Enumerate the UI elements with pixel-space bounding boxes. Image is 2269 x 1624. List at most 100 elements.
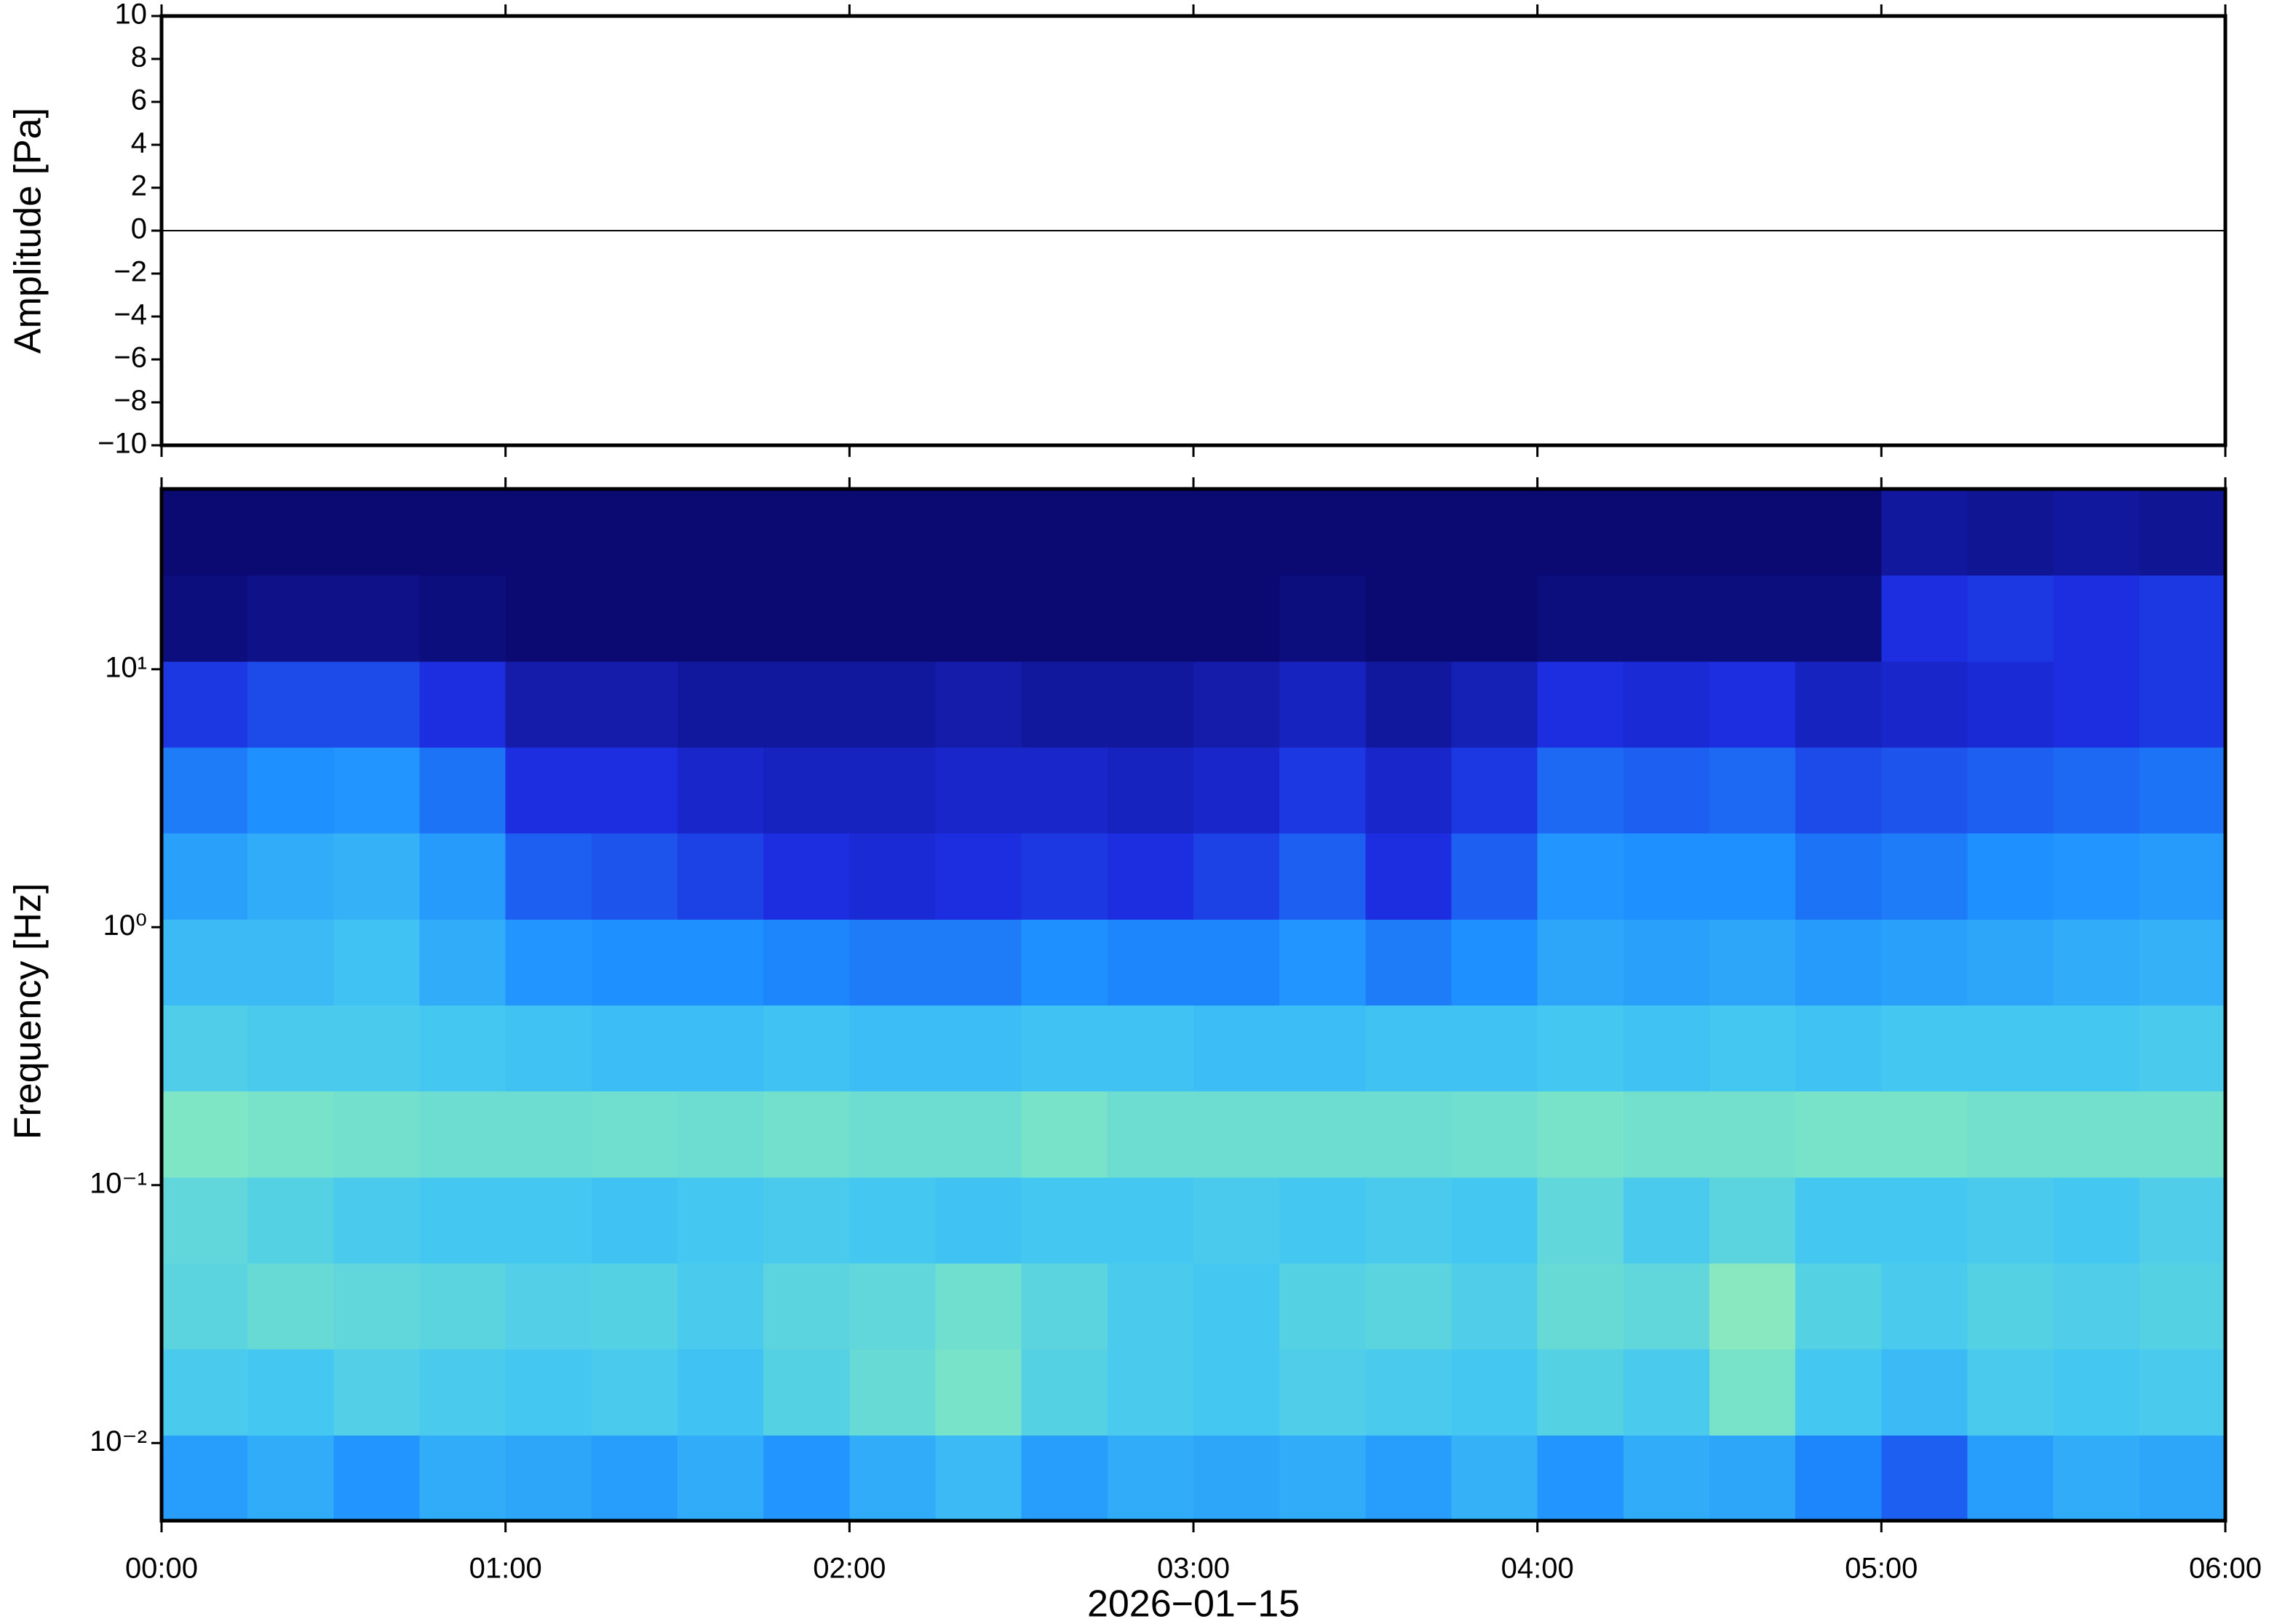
heatmap-cell	[763, 832, 850, 920]
heatmap-cell	[1279, 1005, 1366, 1091]
heatmap-cell	[247, 1348, 334, 1436]
heatmap-cell	[1279, 1348, 1366, 1436]
heatmap-cell	[849, 1091, 936, 1178]
heatmap-cell	[763, 1005, 850, 1091]
heatmap-cell	[1709, 832, 1796, 920]
heatmap-cell	[1107, 919, 1194, 1006]
heatmap-cell	[1365, 1435, 1452, 1521]
heatmap-cell	[1193, 1263, 1280, 1350]
heatmap-cell	[591, 1263, 678, 1350]
heatmap-cell	[1623, 1091, 1710, 1178]
heatmap-cell	[505, 832, 592, 920]
heatmap-cell	[1709, 661, 1796, 748]
heatmap-cell	[591, 1005, 678, 1091]
heatmap-cell	[1623, 1005, 1710, 1091]
heatmap-cell	[1451, 747, 1538, 834]
heatmap-cell	[1365, 1348, 1452, 1436]
y-tick-label: −8	[114, 385, 147, 417]
heatmap-cell	[505, 1177, 592, 1264]
heatmap-cell	[849, 1177, 936, 1264]
heatmap-cell	[677, 919, 764, 1006]
heatmap-cell	[935, 1263, 1022, 1350]
heatmap-cell	[419, 1435, 506, 1521]
heatmap-cell	[2139, 1005, 2226, 1091]
heatmap-cell	[1279, 1435, 1366, 1521]
heatmap-cell	[849, 832, 936, 920]
heatmap-cell	[1967, 747, 2054, 834]
heatmap-cell	[247, 832, 334, 920]
heatmap-cell	[1279, 1177, 1366, 1264]
heatmap-cell	[1967, 919, 2054, 1006]
heatmap-cell	[1881, 661, 1968, 748]
heatmap-cell	[1107, 1348, 1194, 1436]
heatmap-cell	[2139, 1435, 2226, 1521]
heatmap-cell	[1537, 747, 1624, 834]
heatmap-cell	[849, 661, 936, 748]
heatmap-cell	[1795, 1348, 1882, 1436]
heatmap-cell	[1021, 575, 1108, 662]
heatmap-cell	[849, 1263, 936, 1350]
heatmap-cell	[1365, 832, 1452, 920]
heatmap-cell	[1279, 575, 1366, 662]
heatmap-cell	[1107, 575, 1194, 662]
heatmap-cell	[1709, 1091, 1796, 1178]
heatmap-cell	[935, 747, 1022, 834]
heatmap-cell	[1537, 1091, 1624, 1178]
heatmap-cell	[677, 1177, 764, 1264]
heatmap-cell	[1193, 919, 1280, 1006]
x-tick-label: 01:00	[469, 1553, 542, 1585]
heatmap-cell	[2139, 919, 2226, 1006]
heatmap-cell	[591, 747, 678, 834]
heatmap-cell	[1537, 832, 1624, 920]
heatmap-cell	[1881, 575, 1968, 662]
heatmap-cell	[419, 832, 506, 920]
heatmap-cell	[849, 1005, 936, 1091]
plot-frame	[159, 487, 2228, 1523]
heatmap-cell	[419, 1091, 506, 1178]
heatmap-cell	[1881, 747, 1968, 834]
heatmap-cell	[591, 919, 678, 1006]
heatmap-cell	[247, 1177, 334, 1264]
heatmap-cell	[1881, 832, 1968, 920]
heatmap-cell	[1107, 1005, 1194, 1091]
heatmap-cell	[935, 575, 1022, 662]
heatmap-cell	[849, 747, 936, 834]
heatmap-cell	[505, 661, 592, 748]
heatmap-cell	[247, 575, 334, 662]
heatmap-cell	[1107, 832, 1194, 920]
heatmap-cell	[1623, 747, 1710, 834]
heatmap-cell	[2053, 575, 2140, 662]
heatmap-cell	[1709, 1177, 1796, 1264]
heatmap-cell	[419, 1177, 506, 1264]
heatmap-cell	[162, 1005, 248, 1091]
x-axis-label: 2026−01−15	[1087, 1583, 1300, 1624]
heatmap-cell	[247, 1091, 334, 1178]
heatmap-cell	[1451, 1005, 1538, 1091]
heatmap-cell	[1881, 489, 1968, 576]
heatmap-cell	[1193, 489, 1280, 576]
heatmap-cell	[1451, 1177, 1538, 1264]
heatmap-cell	[1967, 1263, 2054, 1350]
heatmap-cell	[935, 1435, 1022, 1521]
heatmap-cell	[677, 1435, 764, 1521]
heatmap-cell	[419, 661, 506, 748]
heatmap-cell	[1021, 1005, 1108, 1091]
heatmap-cell	[162, 1091, 248, 1178]
heatmap-cell	[849, 575, 936, 662]
heatmap-cell	[677, 1348, 764, 1436]
heatmap-cell	[2139, 489, 2226, 576]
heatmap-cell	[1623, 1348, 1710, 1436]
heatmap-cell	[162, 1177, 248, 1264]
heatmap-cell	[1451, 832, 1538, 920]
heatmap-cell	[1107, 489, 1194, 576]
heatmap-cell	[1107, 747, 1194, 834]
heatmap-cell	[1537, 1177, 1624, 1264]
heatmap-cell	[1451, 575, 1538, 662]
heatmap-cell	[1795, 1177, 1882, 1264]
heatmap-cell	[1365, 919, 1452, 1006]
y-tick-label: −2	[114, 256, 147, 288]
heatmap-cell	[677, 1263, 764, 1350]
heatmap-cell	[162, 1263, 248, 1350]
heatmap-cell	[1107, 1091, 1194, 1178]
